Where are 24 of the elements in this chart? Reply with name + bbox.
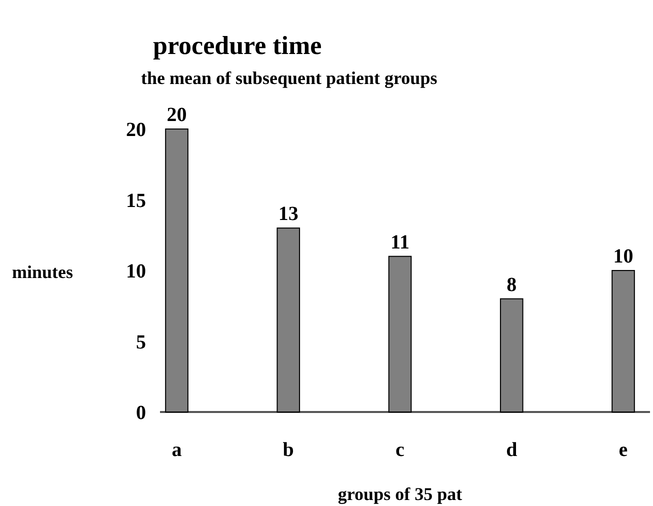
y-tick-label: 10 bbox=[126, 260, 146, 282]
chart-subtitle: the mean of subsequent patient groups bbox=[141, 68, 438, 88]
chart-title: procedure time bbox=[153, 31, 322, 60]
x-tick-label: d bbox=[506, 439, 518, 461]
y-axis-title: minutes bbox=[12, 262, 74, 282]
data-label: 8 bbox=[506, 274, 517, 296]
bar bbox=[165, 128, 188, 412]
y-tick-label: 20 bbox=[126, 119, 146, 141]
data-label: 13 bbox=[278, 203, 298, 226]
bar bbox=[612, 270, 635, 412]
x-tick-label: b bbox=[282, 439, 294, 461]
y-tick-label: 15 bbox=[126, 190, 146, 212]
data-label: 11 bbox=[390, 231, 410, 254]
x-axis-title: groups of 35 pat bbox=[338, 484, 462, 504]
bar bbox=[276, 228, 300, 412]
data-label: 10 bbox=[613, 246, 634, 268]
x-tick-label: c bbox=[396, 439, 405, 461]
bar bbox=[388, 256, 412, 412]
y-tick-label: 5 bbox=[136, 331, 146, 354]
bar bbox=[500, 298, 524, 412]
y-tick-label: 0 bbox=[136, 402, 146, 424]
x-tick-label: a bbox=[172, 439, 182, 461]
x-tick-label: e bbox=[618, 439, 628, 461]
data-label: 20 bbox=[166, 104, 187, 126]
